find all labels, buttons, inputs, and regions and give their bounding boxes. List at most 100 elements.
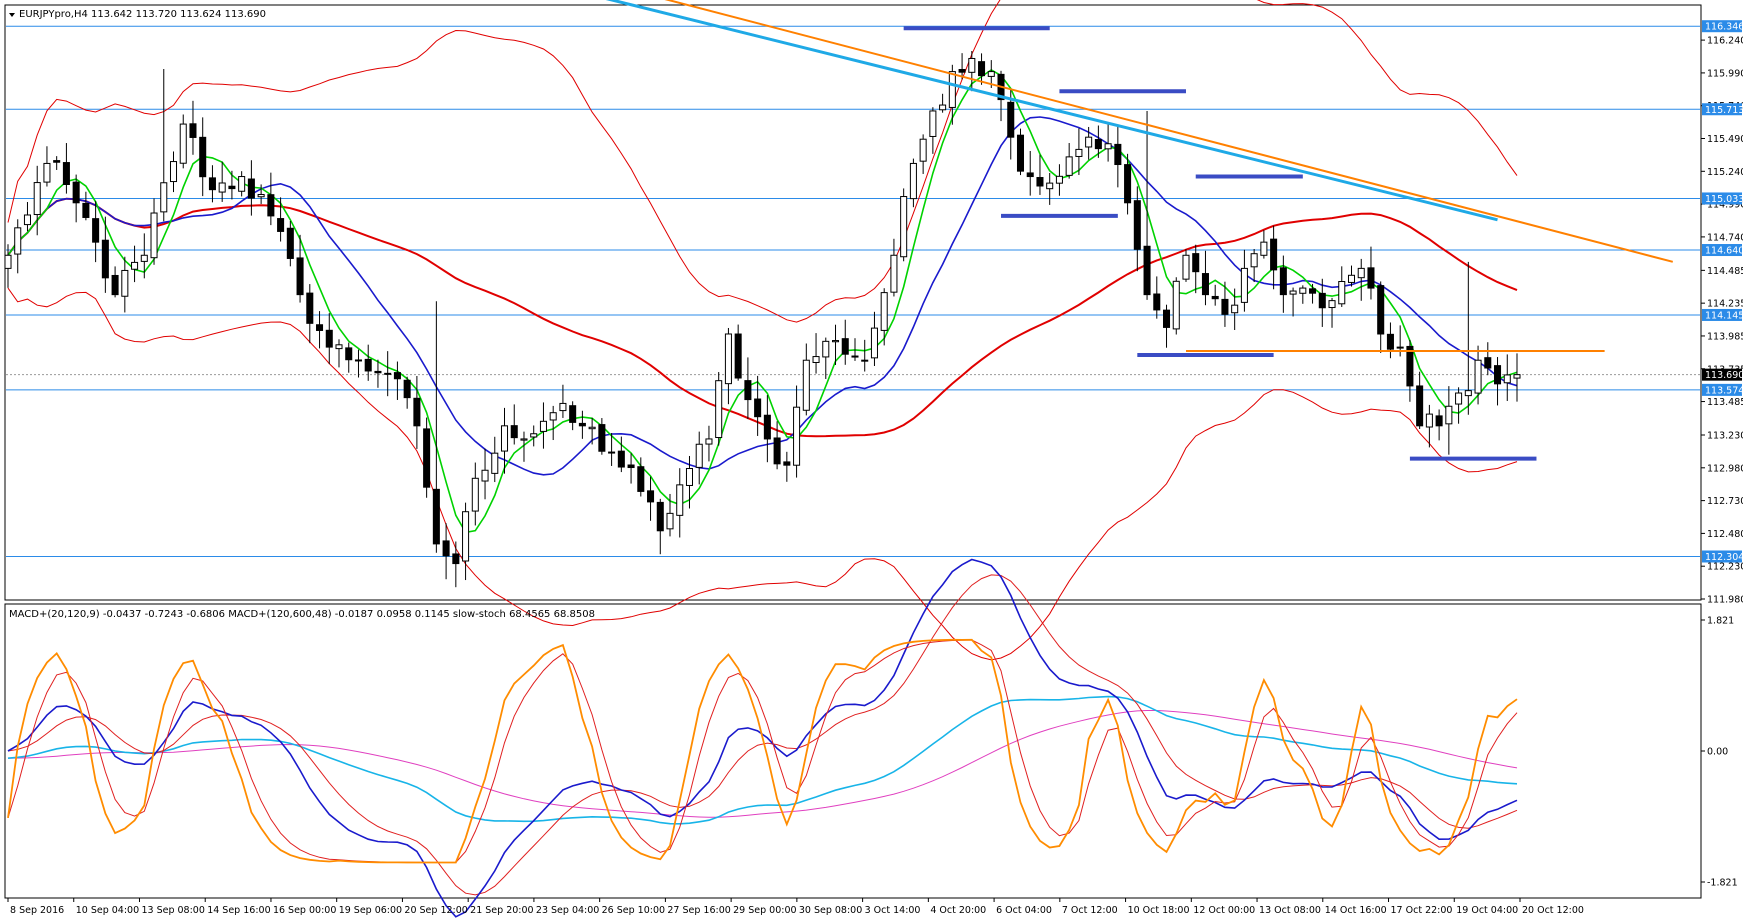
candle-body bbox=[1163, 309, 1171, 328]
candle bbox=[413, 375, 421, 449]
time-tick-label: 7 Oct 12:00 bbox=[1062, 905, 1118, 916]
candle bbox=[1016, 128, 1025, 176]
candle bbox=[403, 376, 411, 409]
candle bbox=[471, 462, 479, 526]
candle-body bbox=[111, 274, 119, 296]
candle-body bbox=[578, 422, 586, 427]
candle-body bbox=[724, 333, 732, 385]
candle-body bbox=[802, 359, 810, 411]
candle-body bbox=[1250, 253, 1258, 268]
blue-moving-average-line bbox=[7, 116, 1518, 476]
candle bbox=[968, 51, 976, 92]
candle-body bbox=[1455, 392, 1463, 405]
candle-body bbox=[1007, 101, 1015, 138]
candle bbox=[822, 337, 830, 379]
candle-body bbox=[695, 443, 703, 468]
candle-body bbox=[364, 358, 372, 372]
candle bbox=[1260, 230, 1268, 259]
candle bbox=[1201, 250, 1209, 306]
price-tick-label: 112.730 bbox=[1707, 496, 1743, 507]
candle-body bbox=[1289, 290, 1297, 295]
candle bbox=[1036, 154, 1044, 195]
time-tick-label: 27 Sep 16:00 bbox=[667, 905, 730, 916]
candle-body bbox=[316, 324, 324, 331]
candle-body bbox=[354, 359, 362, 362]
candle-body bbox=[831, 340, 840, 343]
candle-body bbox=[403, 379, 411, 399]
candle-body bbox=[296, 257, 304, 296]
lower-band-line bbox=[7, 287, 1518, 661]
price-badge bbox=[1702, 244, 1742, 257]
candle-body bbox=[666, 512, 674, 530]
candle-body bbox=[1143, 245, 1151, 296]
candle-body bbox=[82, 202, 90, 218]
candle bbox=[1416, 371, 1424, 429]
price-badge-label: 114.640 bbox=[1705, 246, 1743, 257]
upper-band-line bbox=[7, 0, 1518, 323]
candle bbox=[539, 402, 547, 449]
candle bbox=[812, 333, 820, 374]
candle-body bbox=[880, 292, 888, 331]
candle-body bbox=[384, 372, 392, 375]
candle bbox=[1143, 110, 1151, 300]
candle bbox=[384, 351, 392, 397]
candle-body bbox=[793, 406, 801, 466]
candle bbox=[1435, 409, 1443, 441]
candle-body bbox=[189, 123, 197, 138]
stochastic-signal-line bbox=[7, 639, 1518, 863]
candle-body bbox=[1133, 200, 1141, 250]
candle bbox=[978, 53, 986, 85]
candle-body bbox=[1328, 300, 1336, 309]
candle bbox=[763, 395, 771, 463]
candle bbox=[82, 191, 90, 221]
candle bbox=[1231, 288, 1239, 331]
candle bbox=[608, 433, 616, 466]
candle-body bbox=[1124, 164, 1132, 204]
candle bbox=[1503, 354, 1511, 401]
candle bbox=[793, 385, 801, 478]
candle-body bbox=[968, 57, 976, 73]
candle-body bbox=[978, 61, 986, 77]
candle-body bbox=[452, 553, 460, 565]
candle-body bbox=[1503, 374, 1511, 384]
candle bbox=[1104, 124, 1112, 162]
price-axis: 116.240115.990115.740115.490115.240114.9… bbox=[1701, 20, 1743, 889]
candle-body bbox=[1270, 238, 1278, 271]
candle bbox=[247, 160, 255, 216]
candle bbox=[578, 410, 586, 439]
candle-body bbox=[432, 488, 440, 545]
candle-body bbox=[822, 340, 830, 358]
candle-body bbox=[267, 194, 275, 217]
candle bbox=[1172, 277, 1180, 335]
candle-body bbox=[656, 501, 664, 532]
candle bbox=[53, 156, 61, 170]
candle bbox=[43, 146, 51, 187]
candle bbox=[101, 216, 109, 293]
candle-body bbox=[1260, 241, 1268, 256]
candle-body bbox=[569, 405, 577, 423]
candle-body bbox=[169, 161, 178, 183]
candle bbox=[1299, 285, 1307, 304]
candle bbox=[510, 404, 518, 445]
candle bbox=[1367, 246, 1375, 300]
collapse-triangle-icon[interactable] bbox=[9, 13, 15, 17]
candle-body bbox=[909, 162, 917, 200]
candle-body bbox=[92, 218, 100, 243]
candle bbox=[423, 417, 431, 498]
candle-body bbox=[1182, 254, 1190, 280]
price-badge bbox=[1702, 103, 1742, 116]
price-tick-label: 115.990 bbox=[1707, 68, 1743, 79]
candle-body bbox=[160, 182, 168, 213]
candle bbox=[238, 171, 246, 197]
price-tick-label: 112.480 bbox=[1707, 529, 1743, 540]
candle bbox=[1114, 124, 1122, 188]
price-badge-label: 115.033 bbox=[1705, 194, 1743, 205]
time-tick-label: 3 Oct 14:00 bbox=[865, 905, 921, 916]
candle bbox=[1250, 248, 1258, 283]
candle bbox=[627, 453, 635, 484]
candle-body bbox=[325, 329, 333, 348]
candle bbox=[169, 151, 178, 193]
price-pane-frame bbox=[4, 4, 1702, 601]
candle bbox=[1153, 276, 1161, 319]
